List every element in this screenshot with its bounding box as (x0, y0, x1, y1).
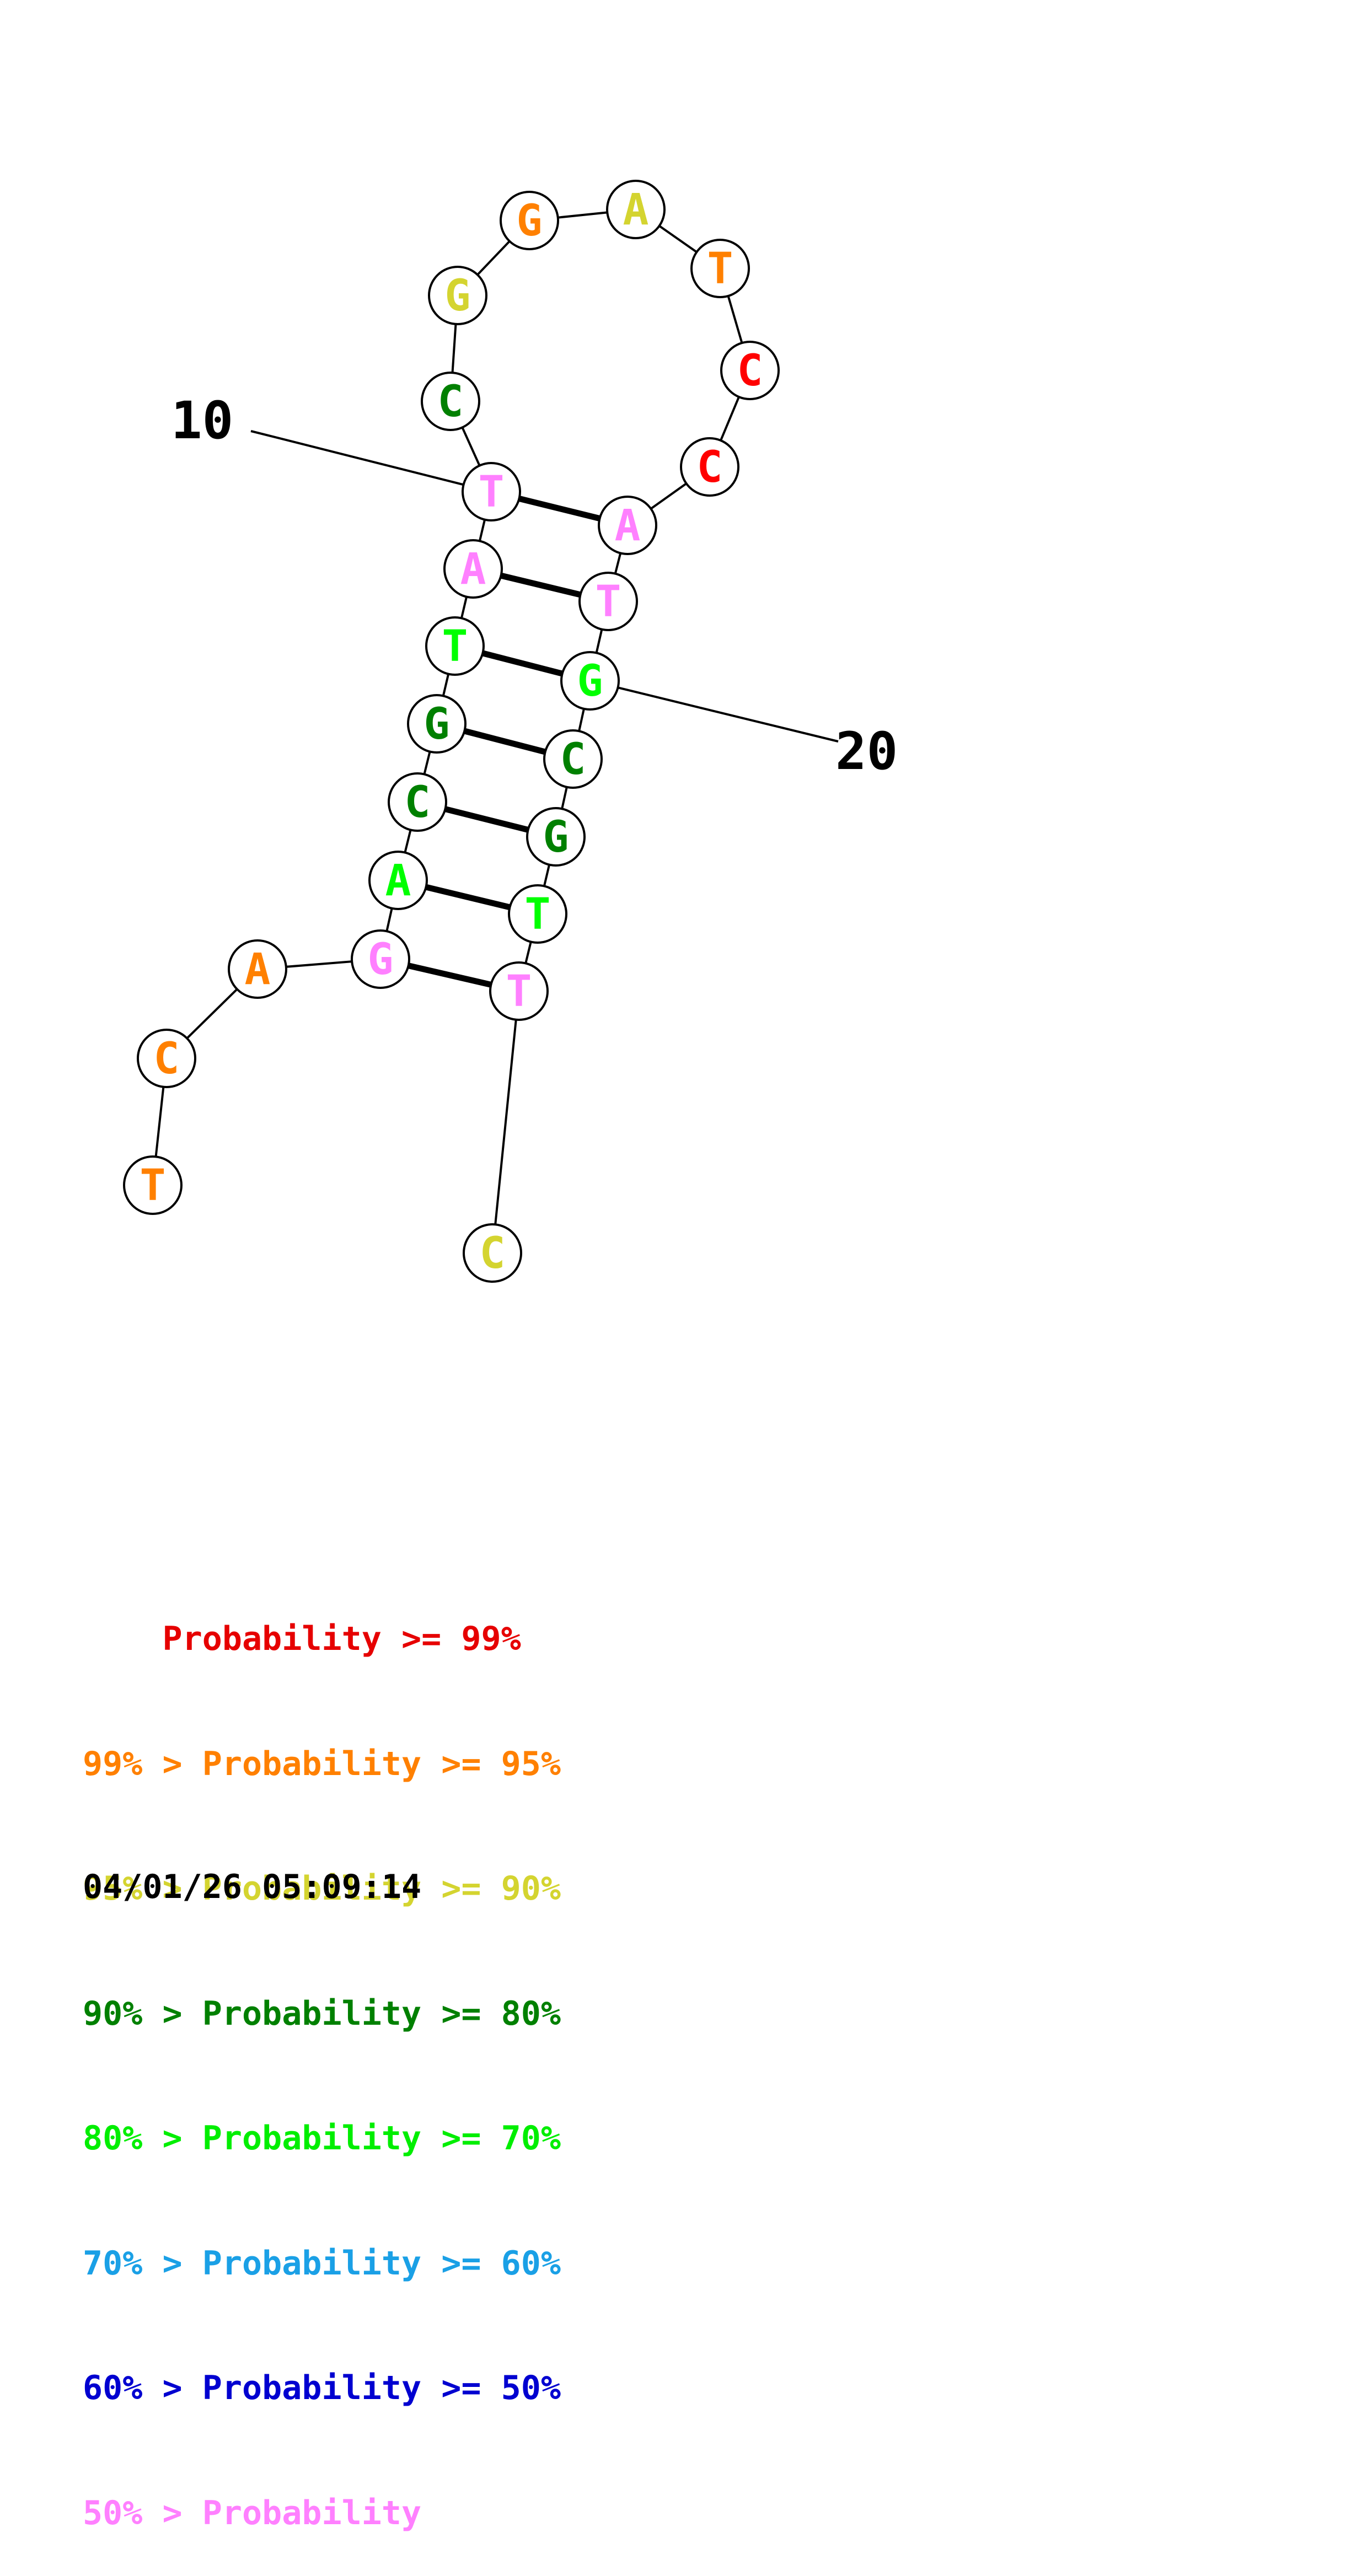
nucleotide-letter: A (385, 856, 411, 906)
nucleotide-node: T (578, 572, 638, 631)
nucleotide-letter: A (460, 545, 486, 594)
nucleotide-node: T (462, 462, 521, 521)
nucleotide-letter: C (480, 1229, 506, 1278)
nucleotide-node: T (508, 884, 567, 944)
timestamp: 04/01/26 05:09:14 (83, 1868, 422, 1906)
nucleotide-letter: C (697, 443, 723, 492)
position-label-lines (250, 430, 839, 743)
nucleotide-letter: G (517, 196, 543, 246)
nucleotide-node: G (526, 807, 586, 867)
nucleotide-node: G (407, 694, 467, 754)
nucleotide-node: A (368, 851, 428, 910)
position-label: 10 (171, 391, 233, 451)
position-labels: 10 20 (171, 391, 898, 782)
position-label-line (589, 680, 839, 743)
nucleotide-node: G (500, 191, 559, 250)
nucleotide-letter: C (737, 346, 763, 396)
nucleotide-letter: C (560, 735, 586, 784)
nucleotide-node: C (463, 1223, 522, 1283)
nucleotide-node: G (560, 651, 620, 711)
nucleotide-node: C (543, 729, 603, 789)
nucleotide-letter: G (445, 271, 471, 321)
nucleotide-letter: T (707, 244, 733, 294)
nucleotide-node: A (606, 180, 666, 239)
nucleotide-node: C (421, 372, 480, 431)
nucleotide-node: T (425, 616, 485, 676)
nucleotide-node: A (443, 539, 503, 599)
backbone-segment (491, 991, 520, 1254)
nucleotide-node: A (598, 496, 657, 555)
position-label: 20 (835, 722, 898, 782)
nucleotide-letter: T (596, 577, 621, 627)
nucleotide-letter: C (405, 778, 431, 827)
legend-entry: 50% > Probability (83, 2493, 422, 2532)
nucleotide-node: A (228, 939, 287, 999)
legend-entry: 95% > Probability >= 90% (83, 1869, 561, 1908)
nucleotide-letter: C (438, 377, 464, 427)
nucleotide-letter: A (615, 501, 641, 551)
nucleotide-letter: G (543, 813, 569, 862)
nucleotide-node: G (351, 929, 410, 989)
legend-entry: 99% > Probability >= 95% (83, 1744, 561, 1783)
nucleotide-node: C (137, 1029, 196, 1088)
position-label-line (250, 430, 492, 493)
legend-entry: 60% > Probability >= 50% (83, 2369, 561, 2407)
nucleotide-node: T (123, 1155, 183, 1215)
nucleotide-node: C (388, 772, 447, 832)
nucleotide-letter: G (577, 657, 603, 706)
nucleotide-node: C (720, 341, 780, 400)
nucleotide-node: C (680, 437, 739, 497)
legend-entry: 80% > Probability >= 70% (83, 2119, 561, 2158)
nucleotide-letter: C (154, 1034, 180, 1084)
legend-entry: 90% > Probability >= 80% (83, 1994, 561, 2033)
nucleotide-letter: A (623, 185, 649, 235)
nucleotide-node: T (690, 239, 750, 298)
nucleotide-letter: A (245, 945, 271, 994)
nucleotide-node: G (428, 266, 487, 325)
legend-entry: Probability >= 99% (162, 1620, 521, 1658)
nucleotide-letter: T (140, 1161, 166, 1211)
legend-entry: 70% > Probability >= 60% (83, 2244, 561, 2283)
nucleotide-letter: T (442, 622, 468, 671)
nucleotide-letter: G (368, 935, 394, 985)
nucleotide-letter: T (506, 967, 532, 1017)
nucleotide-letter: T (525, 890, 551, 939)
nucleotide-letter: G (424, 700, 450, 749)
nucleotide-node: T (489, 961, 549, 1021)
probability-legend: Probability >= 99% 99% > Probability >= … (83, 1535, 561, 2576)
nucleotide-letter: T (479, 467, 505, 517)
